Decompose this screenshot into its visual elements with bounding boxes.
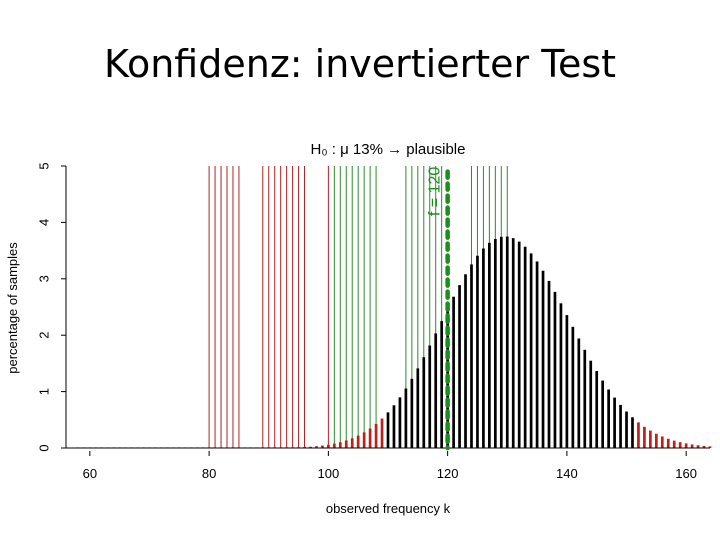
bar [690,444,694,448]
bar [464,274,467,448]
bar [434,333,438,448]
bar [398,397,402,448]
bar [571,326,575,448]
bar [547,280,551,448]
bar [672,440,676,448]
bar [535,261,539,448]
y-axis-label: percentage of samples [5,242,20,374]
bar [678,442,682,448]
x-tick-label: 60 [83,466,97,481]
bar [476,255,479,448]
axes: 0 1 2 3 4 5 60 80 100 120 140 160 [37,162,710,481]
bar [309,446,312,448]
bar [368,428,372,448]
bar [380,418,384,448]
y-tick-label: 4 [37,219,52,226]
bar [625,411,628,448]
bar [517,241,521,448]
bar [654,433,658,448]
bar [553,291,557,448]
bar [356,435,360,448]
bar [601,380,605,448]
bar [577,338,581,448]
x-tick-label: 120 [437,466,459,481]
reference-lines [208,166,508,448]
bar [529,253,533,448]
bar [649,430,652,448]
y-tick-label: 2 [37,332,52,339]
x-tick-label: 100 [318,466,340,481]
bar [362,432,366,448]
bar [523,246,527,448]
bar [416,368,420,448]
x-tick-label: 160 [675,466,697,481]
bar [338,442,342,448]
bar [332,443,336,448]
x-tick-label: 80 [202,466,216,481]
bar [565,315,569,448]
bar [493,238,497,448]
bar [404,388,408,448]
bar [541,270,545,448]
bar [505,236,509,448]
y-tick-label: 3 [37,275,52,282]
bar [696,445,700,448]
bar [440,321,444,448]
bar [666,438,670,448]
bar [643,426,646,448]
observed-marker: f = 120 [427,167,450,451]
bar [470,264,473,448]
bar [511,238,515,448]
bar [702,445,706,448]
slide-title: Konfidenz: invertierter Test [103,42,617,86]
bar [589,360,593,448]
y-tick-label: 1 [37,388,52,395]
x-axis-label: observed frequency k [326,501,451,516]
bar [583,349,587,448]
x-tick-label: 140 [556,466,578,481]
plot-title: H₀ : μ 13% → plausible [311,141,466,158]
bar [619,404,622,448]
bar [422,357,426,448]
bar [386,412,390,448]
observed-line-label: f = 120 [427,167,444,216]
bar [392,405,396,448]
bar [637,422,640,448]
bar [327,444,330,448]
y-tick-label: 5 [37,162,52,169]
bar [595,370,599,448]
bar [452,296,455,448]
bar [428,345,432,448]
bar [321,445,324,448]
bar [350,438,354,448]
bar [488,242,491,448]
bar [315,446,318,448]
bar [631,417,634,448]
bar [344,440,348,448]
bar [458,285,461,448]
bar [559,303,563,448]
bar [613,397,616,448]
bar [482,248,485,448]
bar [607,389,610,448]
bar [660,436,664,448]
bar [708,446,712,448]
bar [410,378,414,448]
bars [76,236,712,448]
bar [684,443,688,448]
bar [374,423,378,448]
bar [499,236,503,448]
y-tick-label: 0 [37,444,52,451]
